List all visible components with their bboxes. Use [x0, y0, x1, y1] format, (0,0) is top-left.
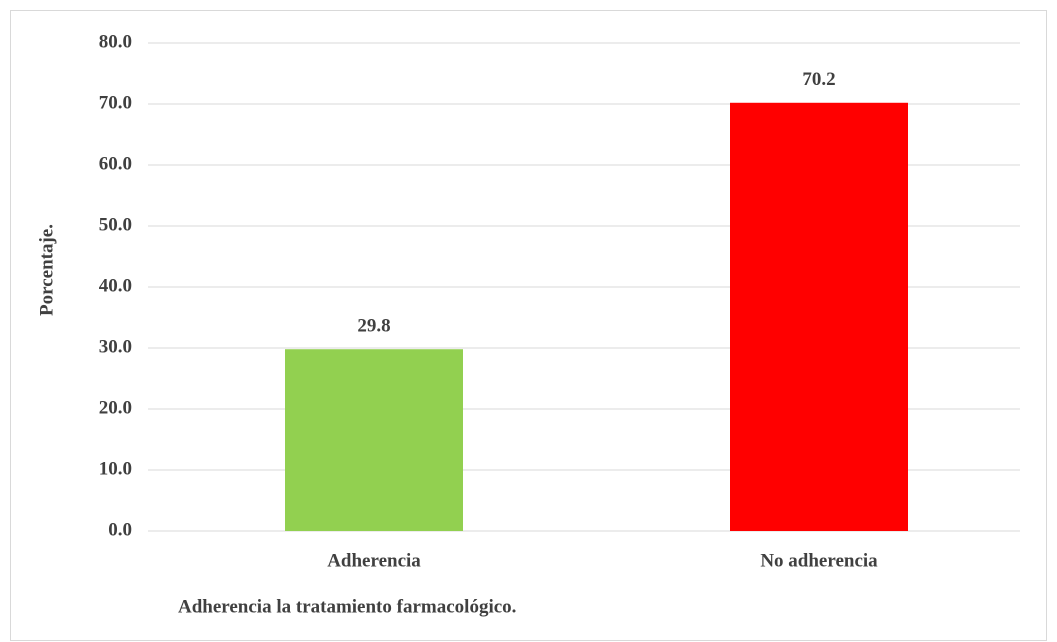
- data-label: 29.8: [357, 316, 390, 337]
- x-tick-label: Adherencia: [327, 550, 421, 571]
- bar: [285, 349, 463, 531]
- y-tick-label: 60.0: [99, 153, 132, 174]
- bar: [730, 102, 908, 531]
- y-tick-label: 0.0: [108, 519, 132, 540]
- data-label: 70.2: [802, 69, 835, 90]
- y-tick-label: 40.0: [99, 275, 132, 296]
- y-tick-label: 70.0: [99, 92, 132, 113]
- y-tick-label: 80.0: [99, 31, 132, 52]
- y-tick-label: 20.0: [99, 397, 132, 418]
- y-tick-label: 50.0: [99, 214, 132, 235]
- x-tick-label: No adherencia: [760, 550, 878, 571]
- y-tick-label: 30.0: [99, 336, 132, 357]
- y-axis-title: Porcentaje.: [36, 224, 57, 316]
- y-tick-label: 10.0: [99, 458, 132, 479]
- x-axis-title: Adherencia la tratamiento farmacológico.: [178, 596, 516, 617]
